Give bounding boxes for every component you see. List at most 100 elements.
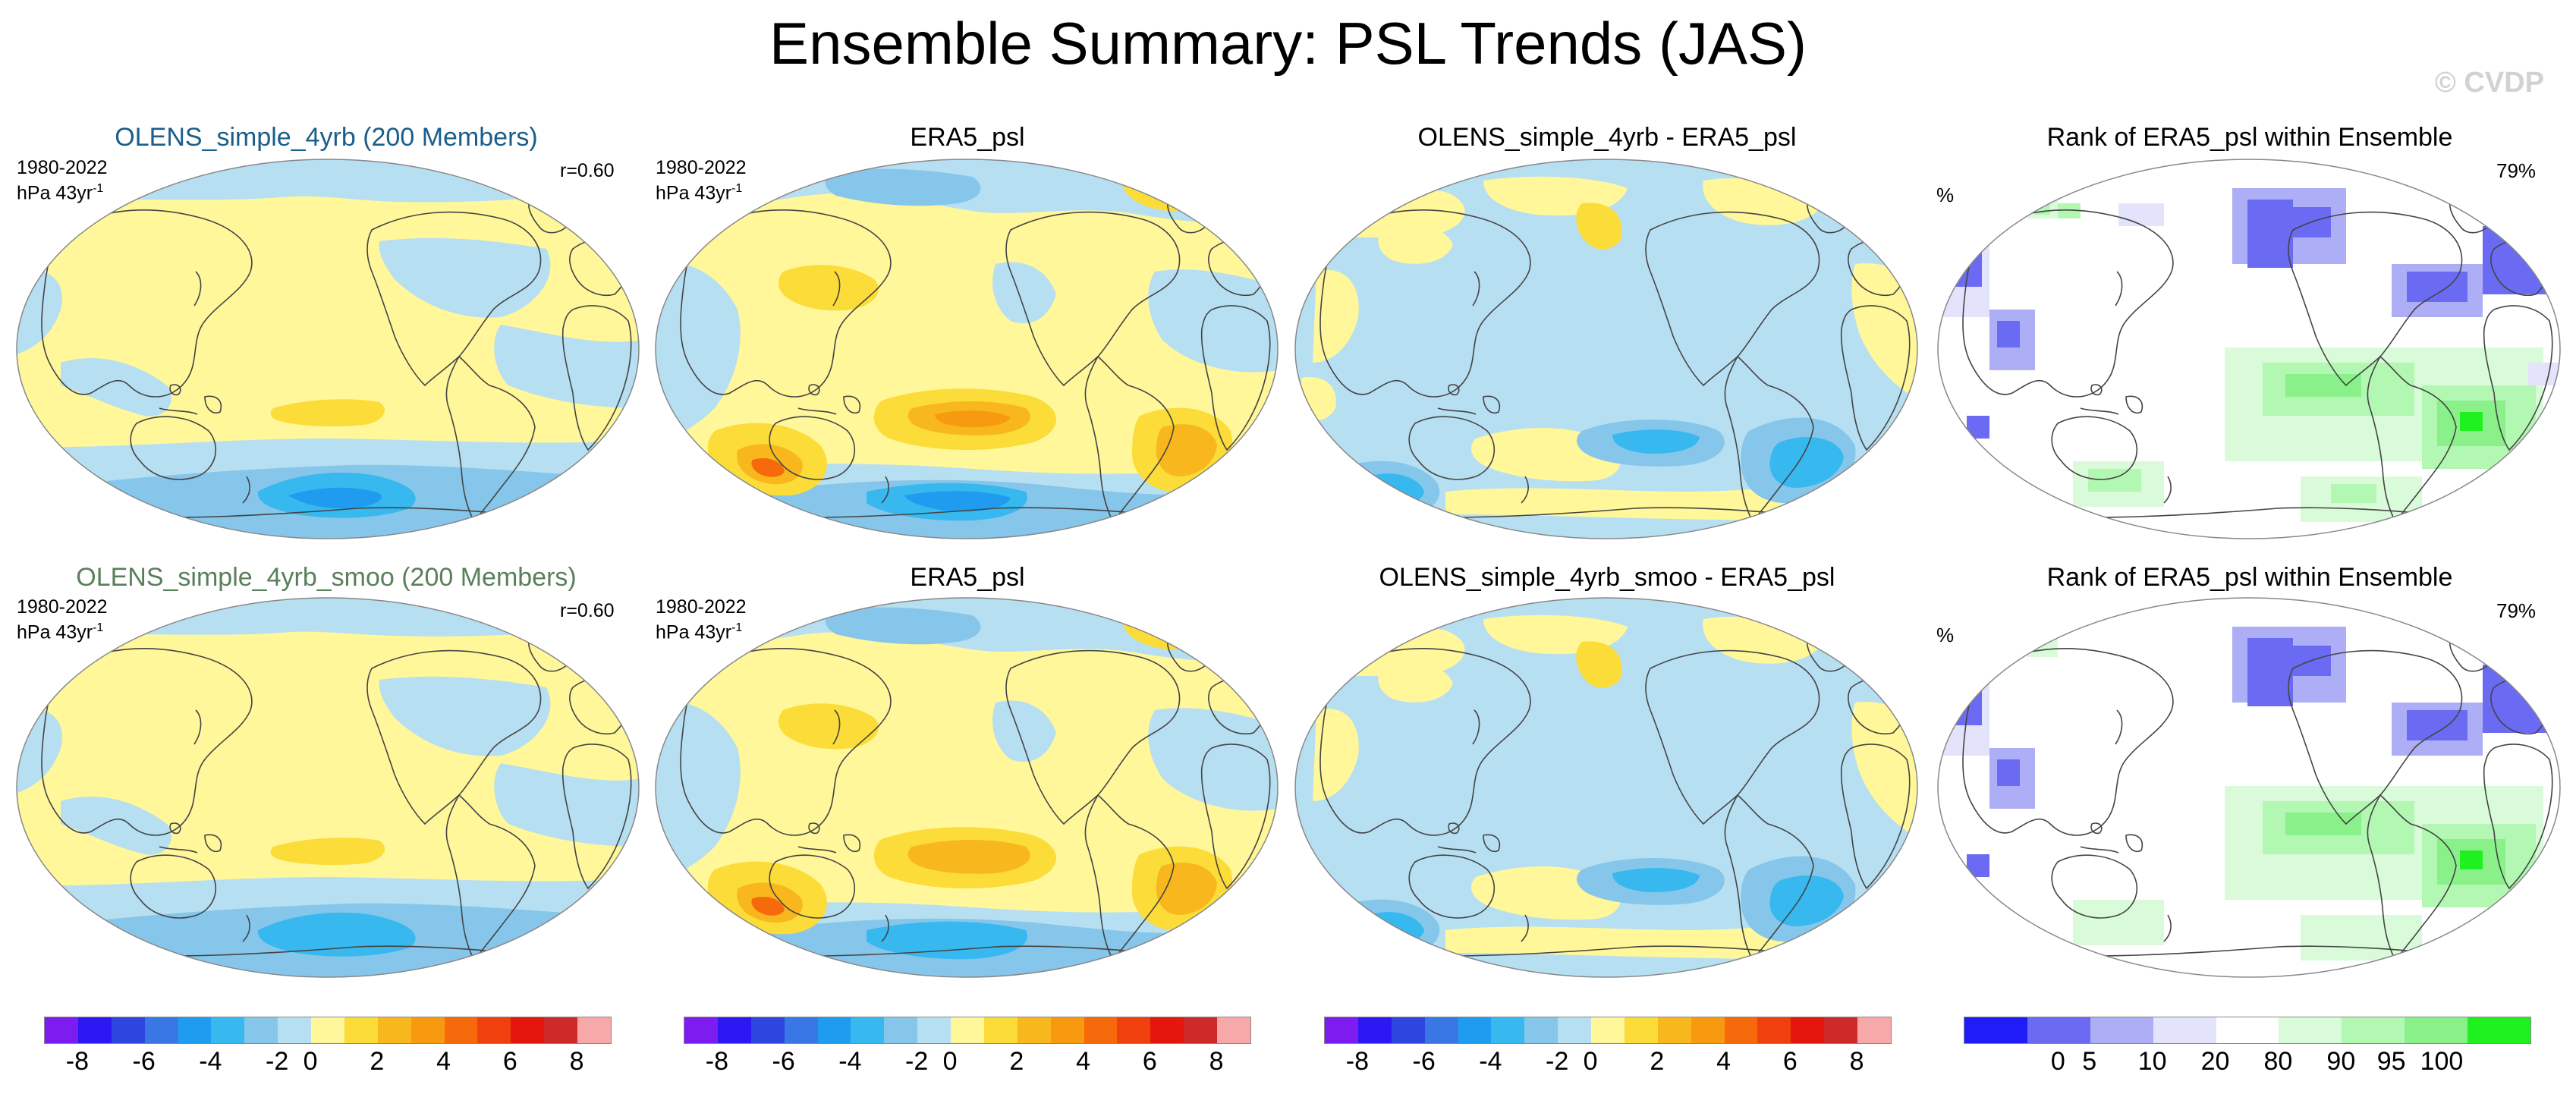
colorbar-segment bbox=[244, 1017, 278, 1043]
colorbar-segment bbox=[1657, 1017, 1691, 1043]
colorbar-tick-label: 100 bbox=[2420, 1047, 2464, 1076]
rank-percent-label-2: % bbox=[1936, 624, 1955, 646]
colorbar-segment bbox=[1491, 1017, 1525, 1043]
colorbar-segment bbox=[917, 1017, 951, 1043]
colorbar-tick-label: -8 bbox=[705, 1047, 728, 1076]
colorbar-tick-label: -8 bbox=[65, 1047, 89, 1076]
colorbar-segment bbox=[544, 1017, 577, 1043]
colorbar-segment bbox=[511, 1017, 545, 1043]
colorbar-segment bbox=[45, 1017, 78, 1043]
colorbar-segment bbox=[951, 1017, 984, 1043]
colorbar-segment bbox=[577, 1017, 611, 1043]
colorbar-tick-label: -2 bbox=[1546, 1047, 1569, 1076]
colorbar-segment bbox=[1757, 1017, 1791, 1043]
colorbar-segment bbox=[1524, 1017, 1558, 1043]
colorbar-segment bbox=[1325, 1017, 1358, 1043]
page-title: Ensemble Summary: PSL Trends (JAS) bbox=[769, 10, 1807, 77]
colorbar-tick-label: 95 bbox=[2376, 1047, 2406, 1076]
colorbar-segment bbox=[1791, 1017, 1825, 1043]
colorbar-segment bbox=[477, 1017, 511, 1043]
panel-title-rank-1: Rank of ERA5_psl within Ensemble bbox=[2046, 123, 2453, 152]
colorbar-segment bbox=[2279, 1017, 2342, 1043]
colorbar-tick-label: 2 bbox=[1650, 1047, 1665, 1076]
colorbar-segment bbox=[1150, 1017, 1184, 1043]
colorbar-tick-label: 6 bbox=[502, 1047, 517, 1076]
colorbar-segment bbox=[111, 1017, 145, 1043]
pattern-correlation-1: r=0.60 bbox=[560, 160, 615, 181]
colorbar-segment bbox=[2153, 1017, 2216, 1043]
map-era5-1 bbox=[655, 159, 1279, 539]
colorbar-segment bbox=[1458, 1017, 1492, 1043]
colorbar-tick-label: 4 bbox=[1716, 1047, 1731, 1076]
panel-units-2: hPa 43yr-1 bbox=[656, 182, 743, 204]
colorbar-segment bbox=[1857, 1017, 1891, 1043]
colorbar-segment bbox=[1084, 1017, 1118, 1043]
colorbar-segment bbox=[1964, 1017, 2027, 1043]
colorbar-tick-label: 0 bbox=[2050, 1047, 2065, 1076]
panel-years-2: 1980-2022 bbox=[656, 157, 747, 178]
colorbar-segment bbox=[1558, 1017, 1591, 1043]
colorbar-tick-label: 80 bbox=[2263, 1047, 2293, 1076]
colorbar-segment bbox=[750, 1017, 785, 1043]
colorbar-tick-label: 6 bbox=[1782, 1047, 1798, 1076]
panel-years-1: 1980-2022 bbox=[17, 157, 108, 178]
colorbar-tick-label: 20 bbox=[2200, 1047, 2230, 1076]
colorbar-tick-label: -4 bbox=[838, 1047, 862, 1076]
colorbar-segment bbox=[1591, 1017, 1625, 1043]
colorbar-tick-label: 0 bbox=[303, 1047, 318, 1076]
colorbar-tick-label: -8 bbox=[1345, 1047, 1369, 1076]
panel-title-obs-2: ERA5_psl bbox=[910, 563, 1025, 592]
panel-title-diff-1: OLENS_simple_4yrb - ERA5_psl bbox=[1417, 123, 1797, 152]
colorbar-tick-label: 4 bbox=[436, 1047, 451, 1076]
colorbar-tick-label: 6 bbox=[1142, 1047, 1157, 1076]
colorbar-tick-label: -6 bbox=[132, 1047, 156, 1076]
colorbar-segment bbox=[444, 1017, 478, 1043]
colorbar-segment bbox=[817, 1017, 851, 1043]
panel-units-6: hPa 43yr-1 bbox=[656, 621, 743, 643]
colorbar-segment bbox=[1691, 1017, 1725, 1043]
colorbar-tick-label: -4 bbox=[199, 1047, 222, 1076]
colorbar-trend-1 bbox=[44, 1017, 612, 1044]
colorbar-segment bbox=[377, 1017, 411, 1043]
colorbar-segment bbox=[2216, 1017, 2279, 1043]
colorbar-segment bbox=[2405, 1017, 2468, 1043]
colorbar-segment bbox=[1824, 1017, 1857, 1043]
colorbar-segment bbox=[2467, 1017, 2531, 1043]
panel-title-obs-1: ERA5_psl bbox=[910, 123, 1025, 152]
colorbar-segment bbox=[1624, 1017, 1658, 1043]
panel-title-model-2: OLENS_simple_4yrb_smoo (200 Members) bbox=[76, 563, 577, 592]
colorbar-segment bbox=[144, 1017, 178, 1043]
colorbar-segment bbox=[77, 1017, 112, 1043]
colorbar-tick-label: -2 bbox=[266, 1047, 289, 1076]
panel-units-5: hPa 43yr-1 bbox=[17, 621, 104, 643]
colorbar-tick-label: 10 bbox=[2137, 1047, 2167, 1076]
colorbar-segment bbox=[1357, 1017, 1392, 1043]
colorbar-tick-label: 5 bbox=[2082, 1047, 2097, 1076]
colorbar-segment bbox=[2090, 1017, 2153, 1043]
colorbar-segment bbox=[717, 1017, 751, 1043]
colorbar-segment bbox=[211, 1017, 245, 1043]
colorbar-segment bbox=[884, 1017, 918, 1043]
colorbar-segment bbox=[178, 1017, 212, 1043]
map-era5-2 bbox=[655, 597, 1279, 978]
map-model-mean-2 bbox=[16, 597, 640, 978]
colorbar-segment bbox=[2342, 1017, 2405, 1043]
colorbar-tick-label: -6 bbox=[1412, 1047, 1436, 1076]
colorbar-tick-label: 2 bbox=[1009, 1047, 1024, 1076]
colorbar-tick-label: 8 bbox=[569, 1047, 584, 1076]
colorbar-tick-label: 8 bbox=[1209, 1047, 1224, 1076]
colorbar-tick-label: -6 bbox=[772, 1047, 795, 1076]
colorbar-segment bbox=[983, 1017, 1018, 1043]
map-rank-2 bbox=[1937, 597, 2561, 978]
colorbar-segment bbox=[278, 1017, 311, 1043]
colorbar-tick-label: 4 bbox=[1076, 1047, 1091, 1076]
panel-units-1: hPa 43yr-1 bbox=[17, 182, 104, 204]
panel-title-model-1: OLENS_simple_4yrb (200 Members) bbox=[115, 123, 538, 152]
colorbar-trend-2 bbox=[684, 1017, 1251, 1044]
colorbar-segment bbox=[311, 1017, 344, 1043]
colorbar-tick-label: 2 bbox=[370, 1047, 385, 1076]
cvdp-watermark: © CVDP bbox=[2434, 67, 2544, 99]
colorbar-segment bbox=[344, 1017, 378, 1043]
colorbar-segment bbox=[410, 1017, 445, 1043]
pattern-correlation-2: r=0.60 bbox=[560, 600, 615, 621]
